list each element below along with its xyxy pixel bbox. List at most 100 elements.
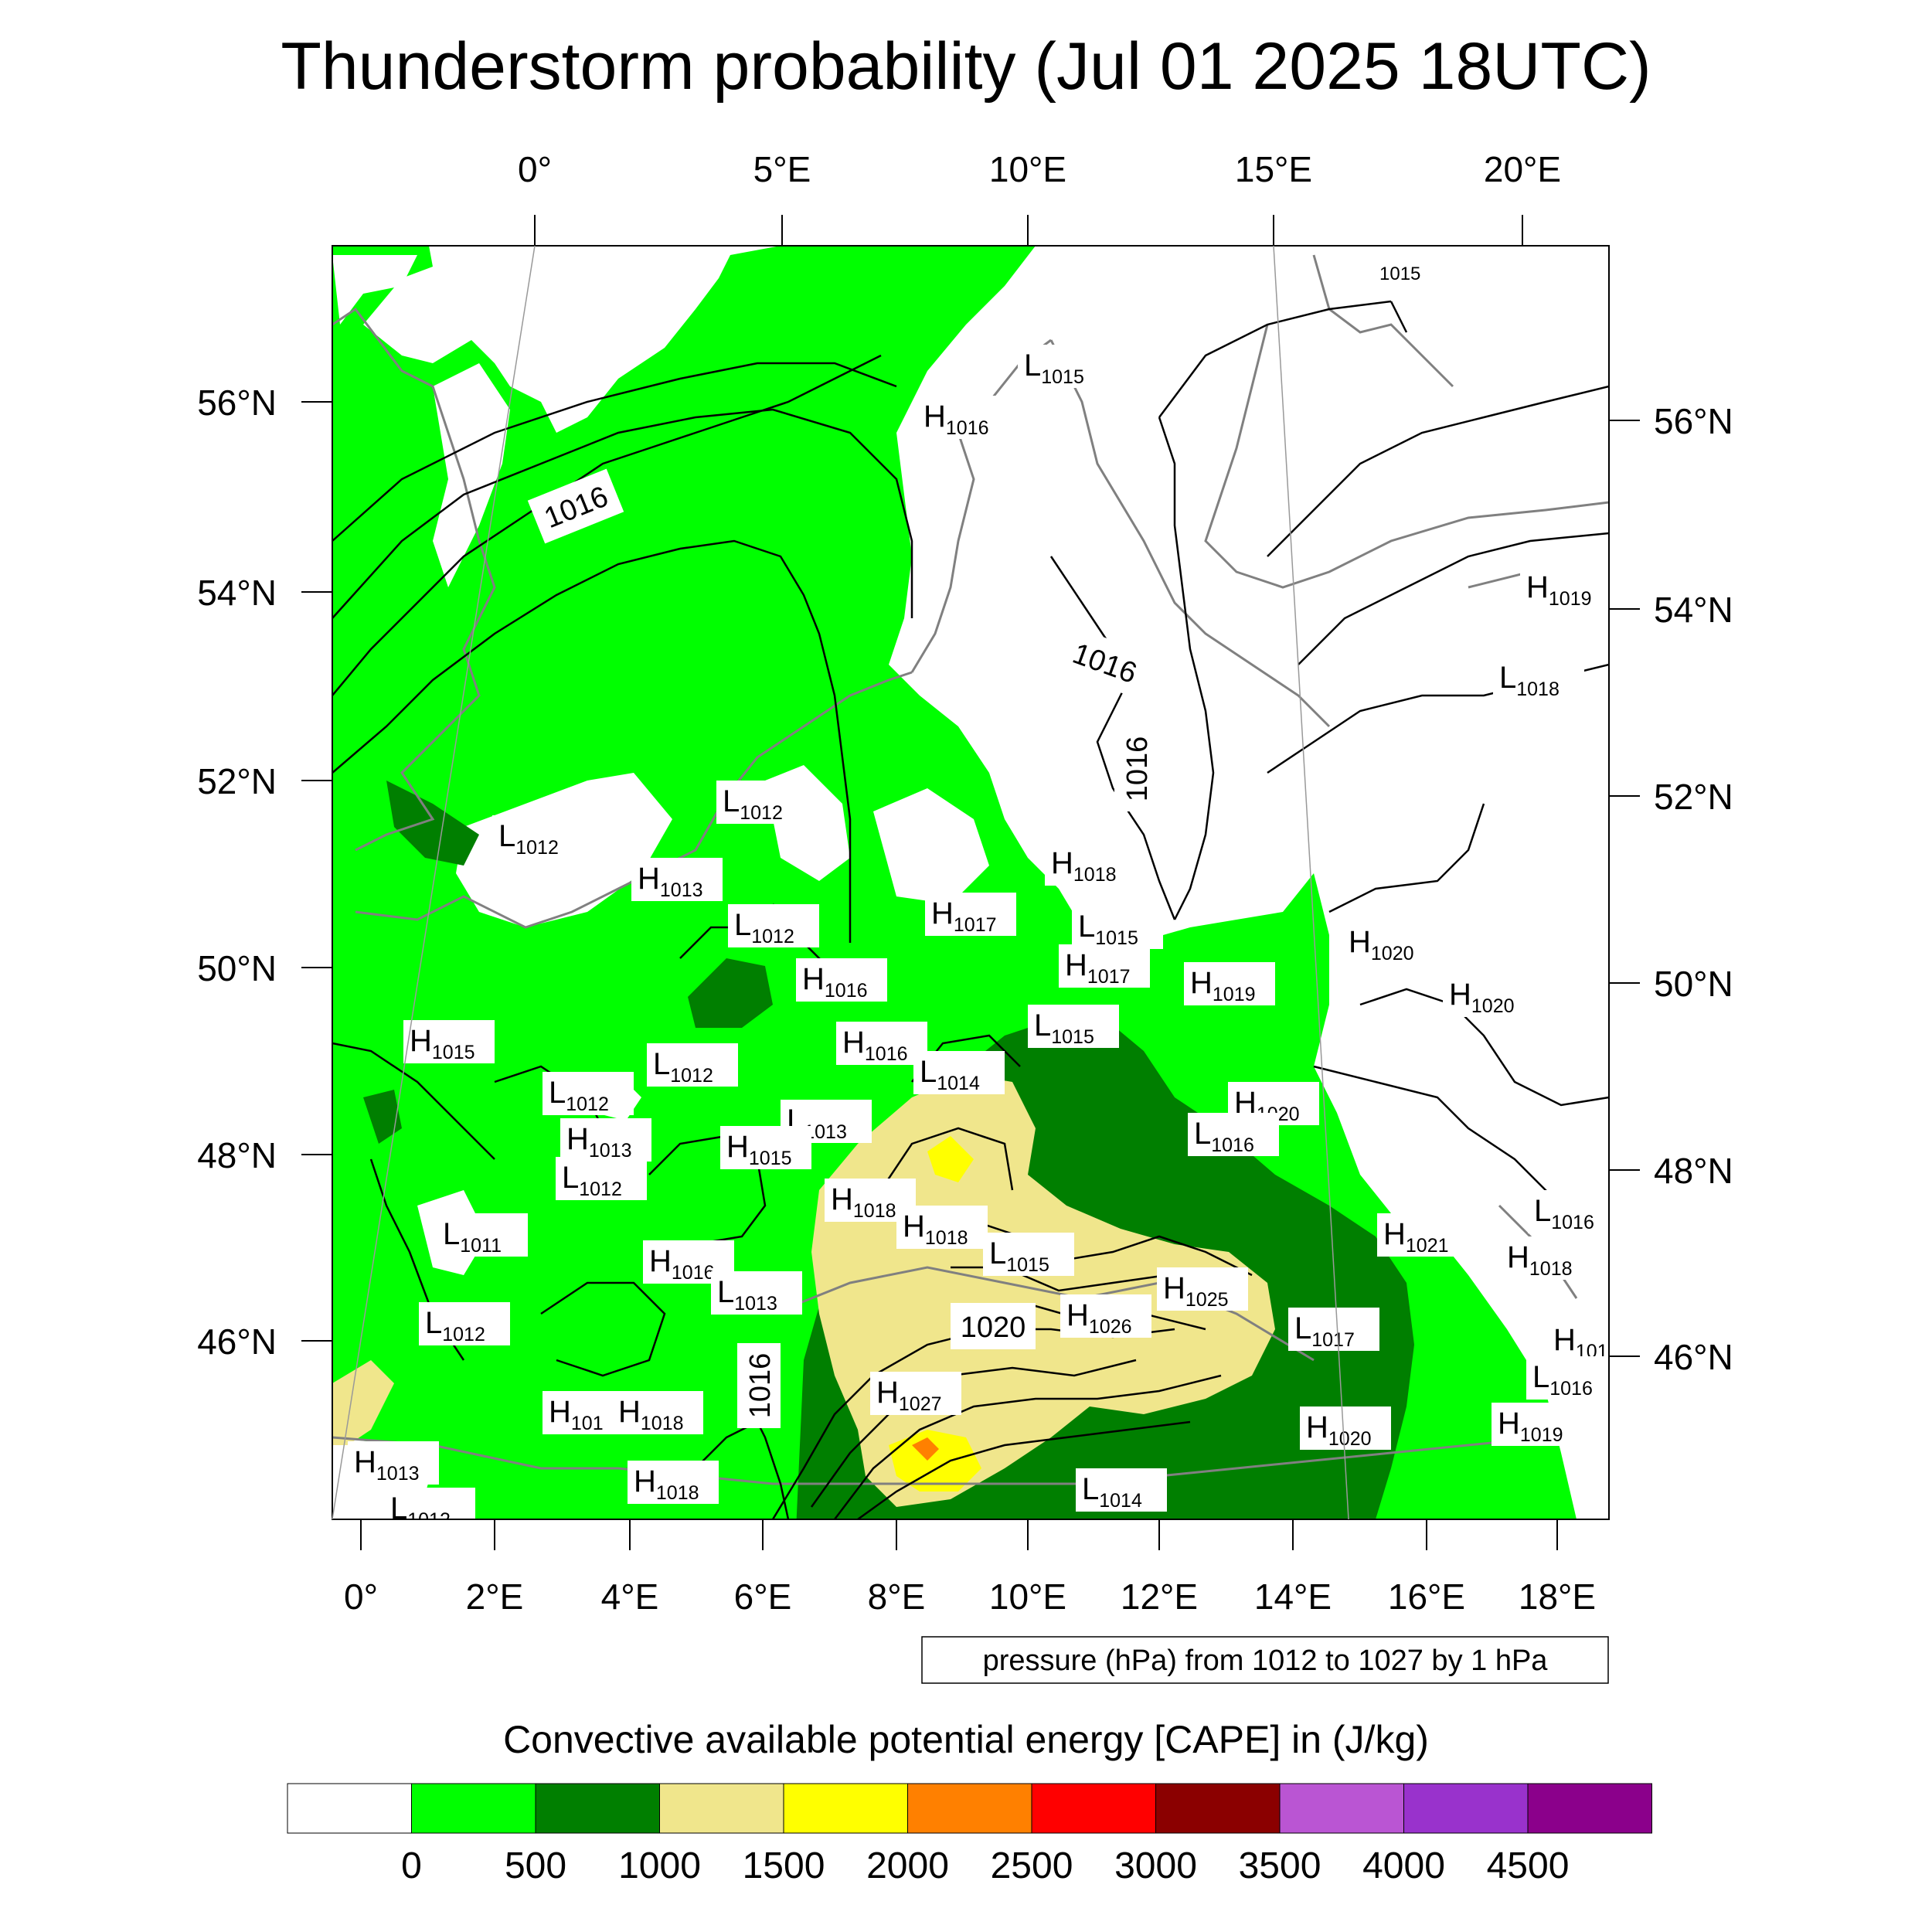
lat-label: 52°N <box>197 761 277 801</box>
svg-text:H1027: H1027 <box>876 1376 942 1415</box>
map-title: Thunderstorm probability (Jul 01 2025 18… <box>281 29 1651 104</box>
svg-text:H1018: H1018 <box>634 1464 699 1504</box>
cape-area-1500-2000-b <box>927 1136 974 1182</box>
colorbar-tick-label: 4000 <box>1362 1845 1445 1886</box>
right-latitude-labels: 56°N 54°N 52°N 50°N 48°N 46°N <box>1654 401 1733 1377</box>
pressure-center-label: H1019 <box>1520 566 1609 610</box>
svg-text:H1013: H1013 <box>354 1445 420 1485</box>
lat-label: 54°N <box>1654 590 1733 630</box>
pressure-center-label: H1016 <box>836 1022 927 1065</box>
svg-text:L1012: L1012 <box>562 1161 622 1200</box>
svg-text:H1017: H1017 <box>1065 948 1131 988</box>
pressure-center-label: H1015 <box>720 1126 811 1169</box>
svg-text:H1018: H1018 <box>1507 1240 1573 1280</box>
left-latitude-labels: 56°N 54°N 52°N 50°N 48°N 46°N <box>197 383 277 1362</box>
svg-text:H101: H101 <box>549 1395 604 1434</box>
pressure-center-label: L1013 <box>711 1271 802 1315</box>
svg-text:L1015: L1015 <box>1034 1009 1094 1048</box>
svg-text:L1017: L1017 <box>1294 1311 1355 1351</box>
pressure-center-label: H1017 <box>925 893 1016 936</box>
colorbar-title: Convective available potential energy [C… <box>503 1718 1429 1761</box>
svg-text:H1016: H1016 <box>923 400 989 439</box>
svg-text:L1013: L1013 <box>717 1275 777 1315</box>
colorbar-tick-label: 0 <box>401 1845 422 1886</box>
svg-text:L1012: L1012 <box>734 908 794 947</box>
colorbar-swatch <box>287 1783 412 1834</box>
lon-label: 8°E <box>868 1577 926 1617</box>
pressure-center-label: H1025 <box>1157 1267 1248 1311</box>
svg-text:H1021: H1021 <box>1383 1217 1449 1257</box>
lat-label: 56°N <box>197 383 277 423</box>
pressure-center-label: H1016 <box>796 958 887 1002</box>
pressure-center-label: L1016 <box>1526 1356 1609 1400</box>
lat-label: 50°N <box>1654 964 1733 1004</box>
svg-text:L1012: L1012 <box>390 1492 451 1531</box>
colorbar-swatch <box>1403 1783 1529 1834</box>
pressure-center-label: L1012 <box>543 1072 634 1115</box>
lon-label: 20°E <box>1484 149 1561 189</box>
lon-label: 10°E <box>989 1577 1066 1617</box>
colorbar-tick-label: 2000 <box>866 1845 949 1886</box>
pressure-center-label: H1018 <box>896 1206 988 1249</box>
pressure-center-label: H1017 <box>1059 944 1150 988</box>
svg-text:L1015: L1015 <box>989 1236 1049 1276</box>
coastlines <box>332 254 1609 1485</box>
pressure-center-label: L1012 <box>728 904 819 947</box>
svg-text:L1018: L1018 <box>1499 661 1560 700</box>
top-longitude-labels: 0° 5°E 10°E 15°E 20°E <box>518 149 1561 189</box>
graticule-ticks <box>301 215 1640 1550</box>
svg-text:L1014: L1014 <box>1082 1472 1142 1512</box>
cape-area-2000-2500 <box>912 1437 939 1461</box>
pressure-center-label: L1012 <box>556 1157 647 1200</box>
lon-label: 16°E <box>1388 1577 1465 1617</box>
svg-text:H1020: H1020 <box>1449 978 1515 1017</box>
svg-text:L1016: L1016 <box>1194 1117 1254 1156</box>
colorbar-swatch <box>907 1783 1032 1834</box>
pressure-center-label: L1012 <box>647 1043 738 1087</box>
pressure-center-label: L1018 <box>1493 657 1584 700</box>
bottom-longitude-labels: 0° 2°E 4°E 6°E 8°E 10°E 12°E 14°E 16°E 1… <box>344 1577 1596 1617</box>
svg-text:H1020: H1020 <box>1306 1410 1372 1450</box>
lon-label: 15°E <box>1235 149 1312 189</box>
pressure-center-label: H1020 <box>1443 974 1534 1017</box>
lon-label: 0° <box>344 1577 378 1617</box>
svg-text:L1012: L1012 <box>498 819 559 859</box>
lon-label: 6°E <box>734 1577 792 1617</box>
pressure-center-label: H1013 <box>631 858 723 901</box>
pressure-center-label: H1018 <box>1501 1236 1592 1280</box>
colorbar-tick-label: 500 <box>505 1845 566 1886</box>
svg-text:L1016: L1016 <box>1534 1194 1594 1233</box>
pressure-center-label: H1015 <box>403 1020 495 1063</box>
colorbar-tick-label: 4500 <box>1487 1845 1570 1886</box>
pressure-center-label: H1018 <box>612 1391 703 1434</box>
lon-label: 14°E <box>1254 1577 1332 1617</box>
colorbar-swatch <box>535 1783 660 1834</box>
svg-text:L1012: L1012 <box>653 1047 713 1087</box>
svg-text:L1012: L1012 <box>723 784 783 824</box>
colorbar-swatch <box>411 1783 536 1834</box>
svg-text:H1016: H1016 <box>649 1244 715 1284</box>
pressure-center-label: H1016 <box>917 396 1009 439</box>
colorbar: 0 500 1000 1500 2000 2500 3000 3500 4000 4500 <box>287 1783 1652 1886</box>
pressure-center-label: L1014 <box>913 1051 1005 1094</box>
colorbar-swatch <box>1155 1783 1281 1834</box>
lat-label: 50°N <box>197 948 277 988</box>
pressure-center-label: H1020 <box>1300 1406 1391 1450</box>
svg-text:H1019: H1019 <box>1498 1406 1563 1446</box>
svg-text:L1014: L1014 <box>920 1055 980 1094</box>
colorbar-tick-label: 1500 <box>743 1845 825 1886</box>
cape-area-500-1000-b <box>688 958 773 1028</box>
pressure-center-label: H101 <box>1547 1319 1609 1362</box>
lat-label: 46°N <box>1654 1337 1733 1377</box>
pressure-center-label: L1015 <box>1028 1005 1119 1048</box>
cape-area-500-1000-d <box>363 1090 402 1144</box>
colorbar-tick-label: 1000 <box>618 1845 701 1886</box>
isobar-label: 1020 <box>961 1311 1026 1344</box>
svg-text:H1018: H1018 <box>903 1209 968 1249</box>
pressure-center-label: L1016 <box>1528 1190 1609 1233</box>
svg-text:H1017: H1017 <box>931 896 997 936</box>
pressure-center-label: H1013 <box>560 1118 651 1162</box>
pressure-center-label: H1027 <box>870 1372 961 1415</box>
svg-text:H1015: H1015 <box>410 1024 475 1063</box>
